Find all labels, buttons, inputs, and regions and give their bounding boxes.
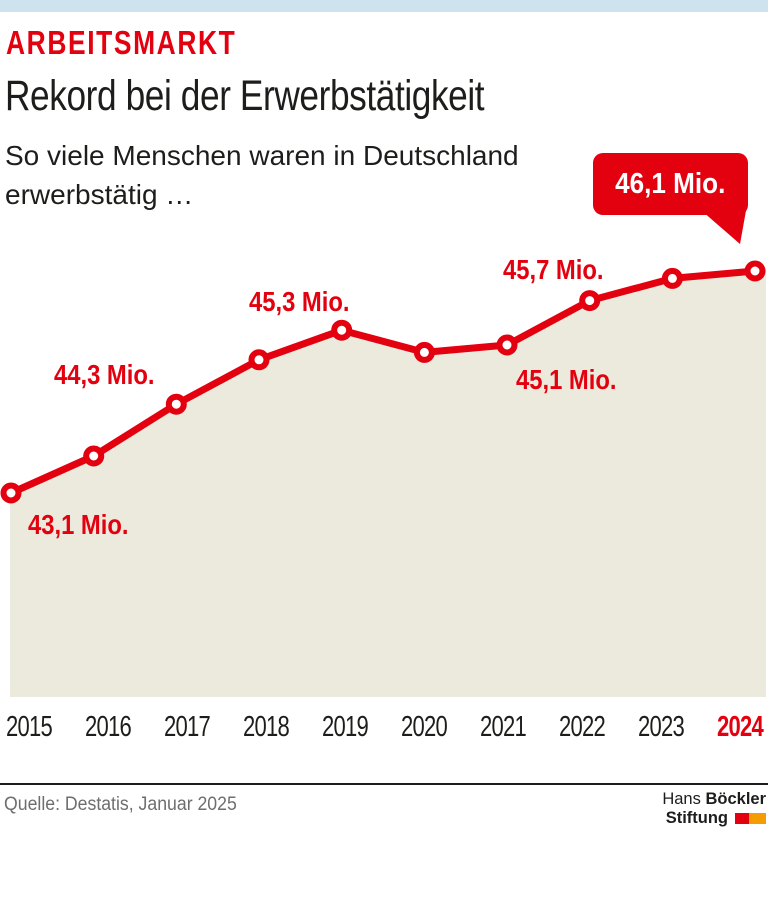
value-label-2019: 45,3 Mio.	[249, 286, 350, 317]
logo-line-2: Stiftung	[662, 809, 766, 828]
callout-bubble: 46,1 Mio.	[593, 153, 748, 215]
value-label-2022: 45,7 Mio.	[503, 254, 604, 285]
page-title: Rekord bei der Erwerbstätigkeit	[5, 72, 485, 120]
data-point-2016	[83, 445, 105, 467]
logo-line-1: Hans Böckler	[662, 790, 766, 809]
value-label-2021: 45,1 Mio.	[516, 364, 617, 395]
x-tick-2023: 2023	[637, 711, 685, 743]
subtitle-line-1: So viele Menschen waren in Deutschland	[5, 140, 519, 171]
subtitle-line-2: erwerbstätig …	[5, 179, 194, 210]
kicker: ARBEITSMARKT	[6, 24, 237, 61]
x-tick-2018: 2018	[242, 711, 290, 743]
footer-divider	[0, 783, 768, 785]
logo-red-square-icon	[735, 812, 749, 824]
value-label-2017: 44,3 Mio.	[54, 359, 155, 390]
data-point-2015	[0, 482, 22, 504]
data-point-2023	[661, 267, 683, 289]
top-accent-bar	[0, 0, 768, 12]
data-point-2020	[413, 341, 435, 363]
logo-stiftung: Stiftung	[665, 808, 728, 827]
area-fill	[10, 269, 766, 697]
x-tick-2017: 2017	[163, 711, 211, 743]
data-point-2018	[248, 349, 270, 371]
x-tick-2024: 2024	[716, 711, 764, 743]
hans-boeckler-stiftung-logo: Hans Böckler Stiftung	[662, 790, 766, 827]
data-point-2017	[165, 393, 187, 415]
source-note: Quelle: Destatis, Januar 2025	[4, 794, 237, 815]
logo-name-bold: Böckler	[705, 790, 766, 808]
data-point-2024	[744, 260, 766, 282]
data-point-2019	[331, 319, 353, 341]
x-tick-2019: 2019	[321, 711, 369, 743]
x-tick-2021: 2021	[479, 711, 527, 743]
logo-orange-square-icon	[749, 812, 766, 824]
logo-name-light: Hans	[662, 790, 701, 808]
data-point-2022	[579, 290, 601, 312]
callout-value: 46,1 Mio.	[615, 168, 726, 200]
x-tick-2020: 2020	[400, 711, 448, 743]
x-tick-2015: 2015	[5, 711, 53, 743]
data-point-2021	[496, 334, 518, 356]
x-tick-2016: 2016	[84, 711, 132, 743]
x-tick-2022: 2022	[558, 711, 606, 743]
subtitle: So viele Menschen waren in Deutschland e…	[5, 136, 519, 214]
value-label-2015: 43,1 Mio.	[28, 509, 129, 540]
